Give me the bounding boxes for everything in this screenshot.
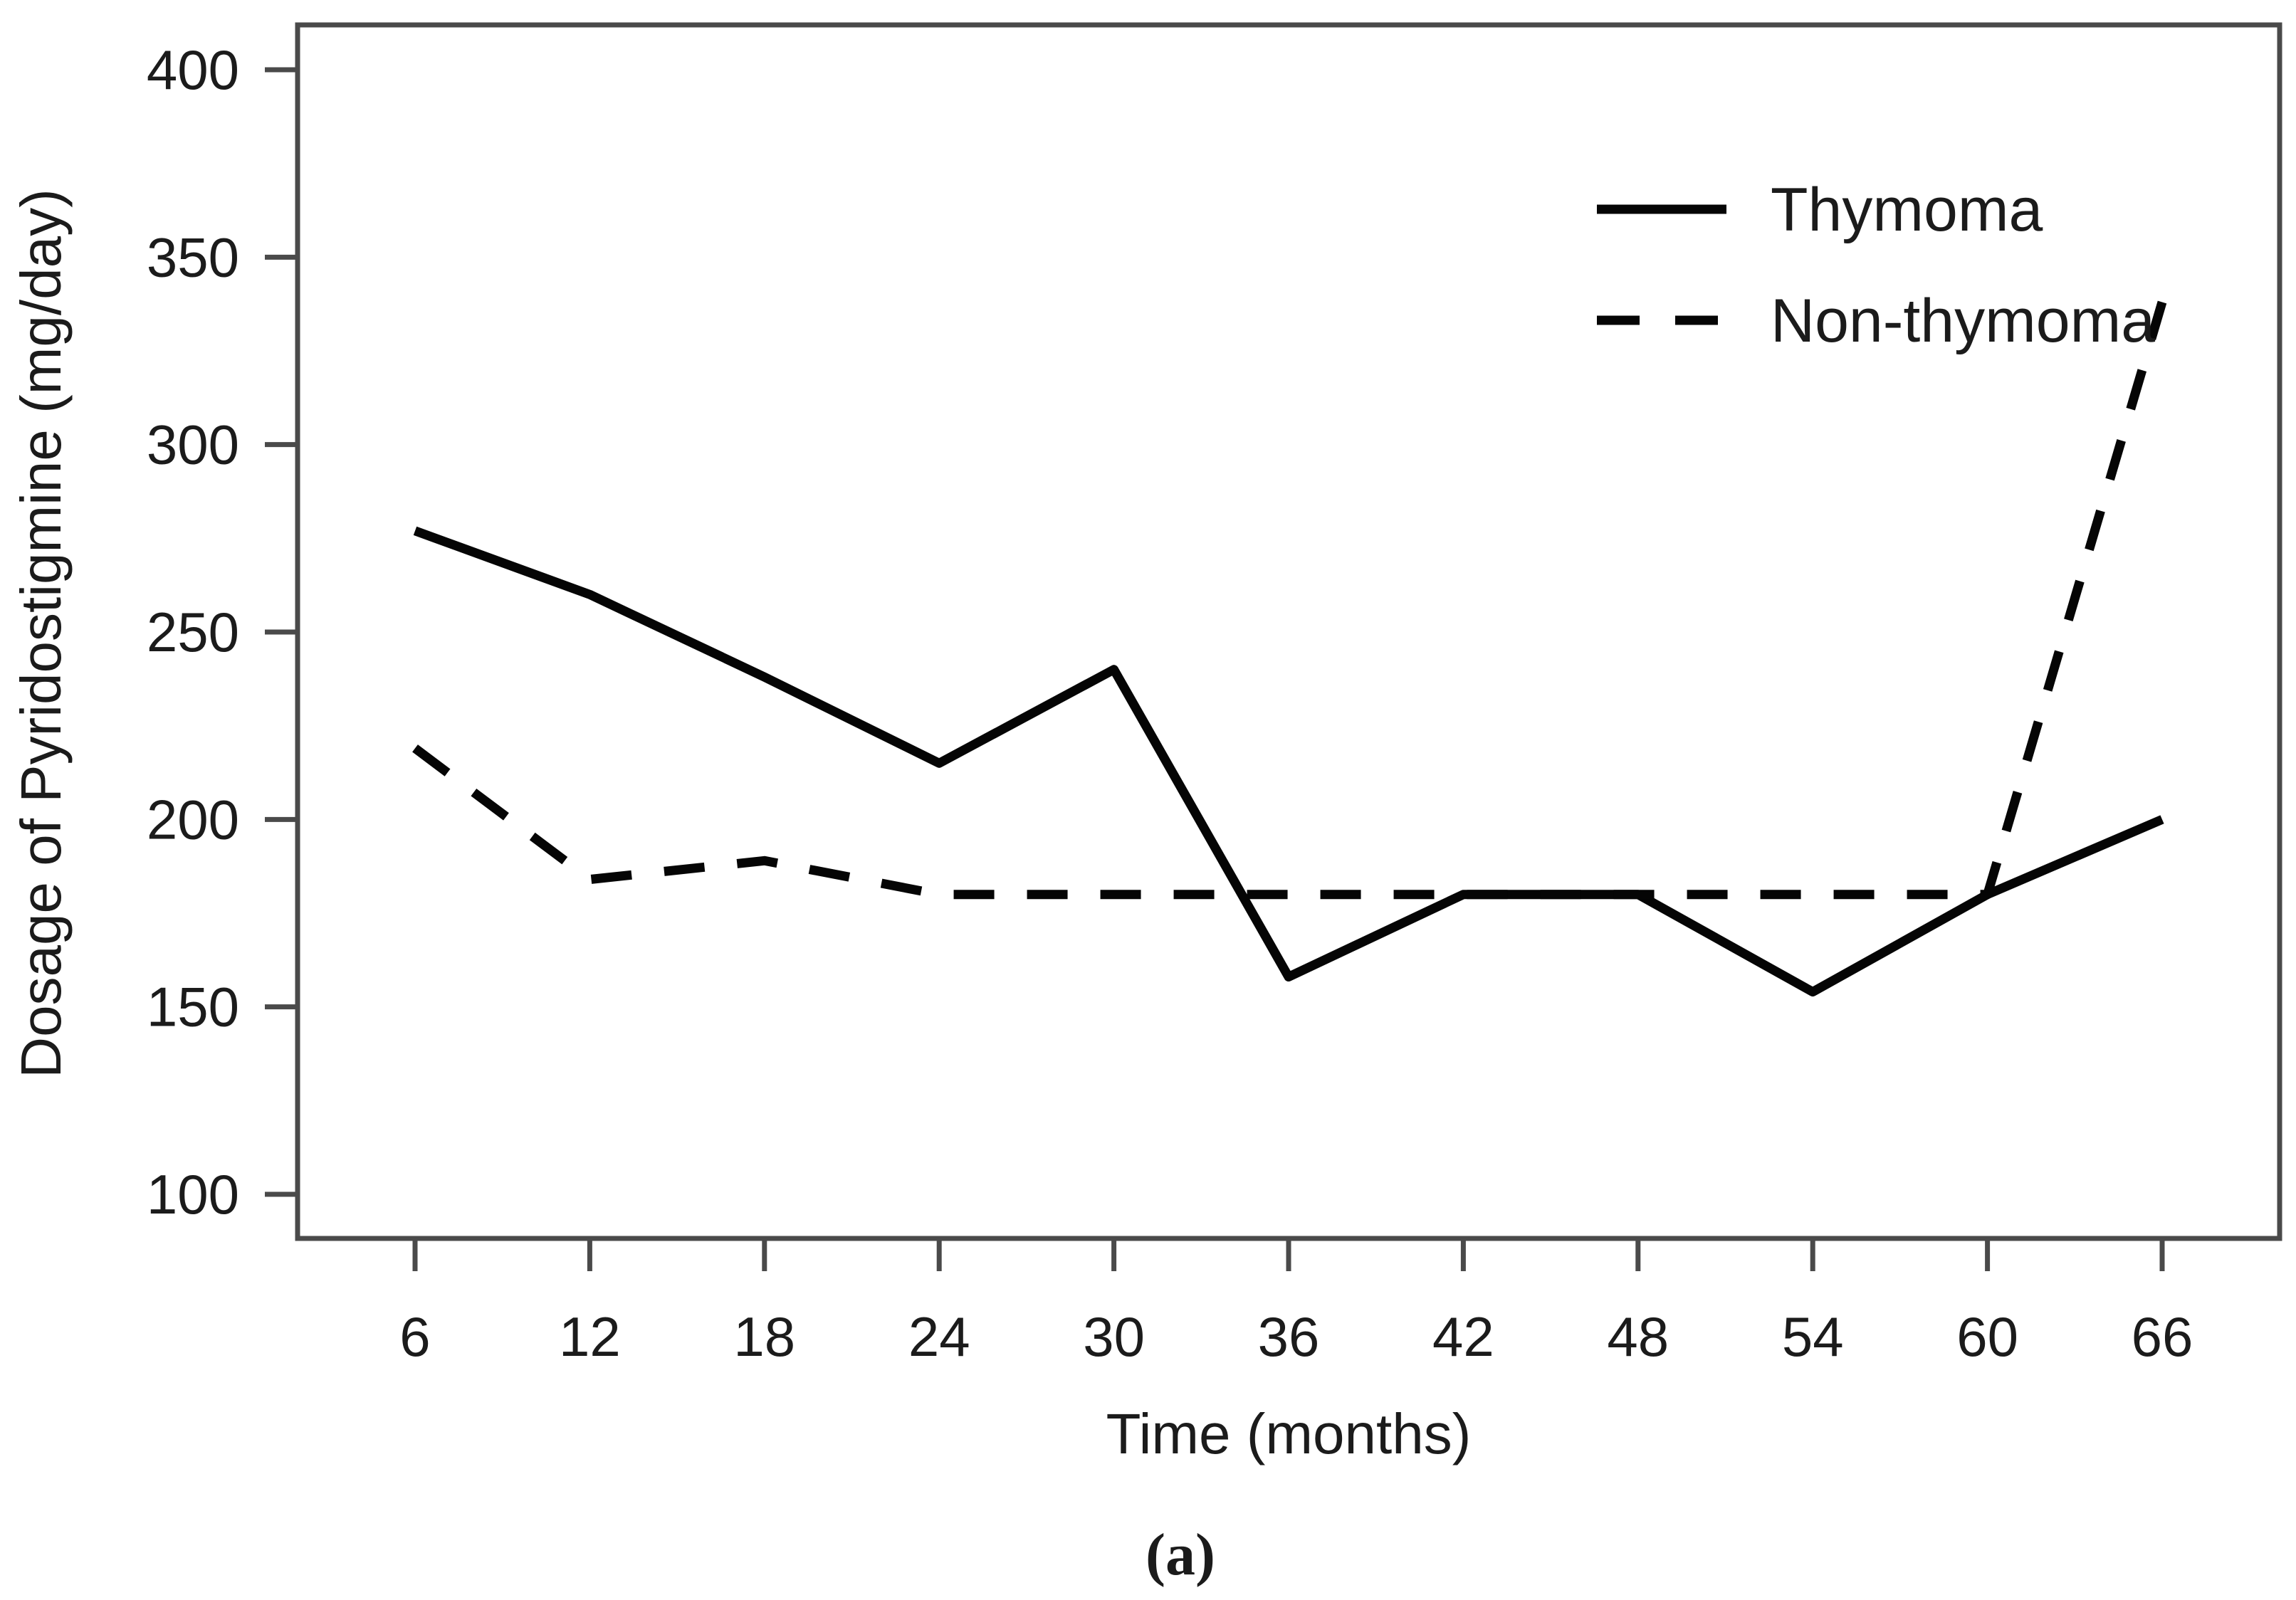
legend: Thymoma Non-thymoma: [1597, 176, 2155, 355]
x-tick-label: 6: [399, 1305, 430, 1368]
y-tick-label: 200: [147, 788, 239, 851]
y-tick-label: 150: [147, 976, 239, 1038]
non-thymoma-line: [412, 300, 2167, 900]
x-tick-label: 48: [1607, 1305, 1669, 1368]
x-tick-label: 30: [1083, 1305, 1145, 1368]
y-axis-title: Dosage of Pyridostigmine (mg/day): [9, 189, 73, 1078]
y-tick-label: 100: [147, 1163, 239, 1226]
y-axis: 100 150 200 250 300 350 400: [147, 38, 298, 1226]
plot-area: [412, 300, 2167, 997]
x-tick-label: 36: [1258, 1305, 1320, 1368]
legend-label-non-thymoma: Non-thymoma: [1771, 287, 2155, 355]
thymoma-line: [413, 526, 2164, 997]
x-tick-label: 12: [559, 1305, 621, 1368]
legend-label-thymoma: Thymoma: [1771, 176, 2043, 244]
x-tick-label: 60: [1956, 1305, 2018, 1368]
x-axis-title: Time (months): [1106, 1402, 1472, 1465]
x-tick-label: 54: [1782, 1305, 1844, 1368]
y-tick-label: 250: [147, 601, 239, 663]
x-tick-label: 18: [733, 1305, 795, 1368]
subfigure-caption: (a): [1146, 1522, 1215, 1588]
x-tick-label: 42: [1432, 1305, 1494, 1368]
y-tick-label: 300: [147, 414, 239, 476]
x-tick-label: 66: [2132, 1305, 2193, 1368]
x-tick-label: 24: [908, 1305, 970, 1368]
x-axis: 6 12 18 24 30 36 42 48 54 60 66: [399, 1238, 2193, 1368]
y-tick-label: 400: [147, 38, 239, 101]
y-tick-label: 350: [147, 226, 239, 288]
